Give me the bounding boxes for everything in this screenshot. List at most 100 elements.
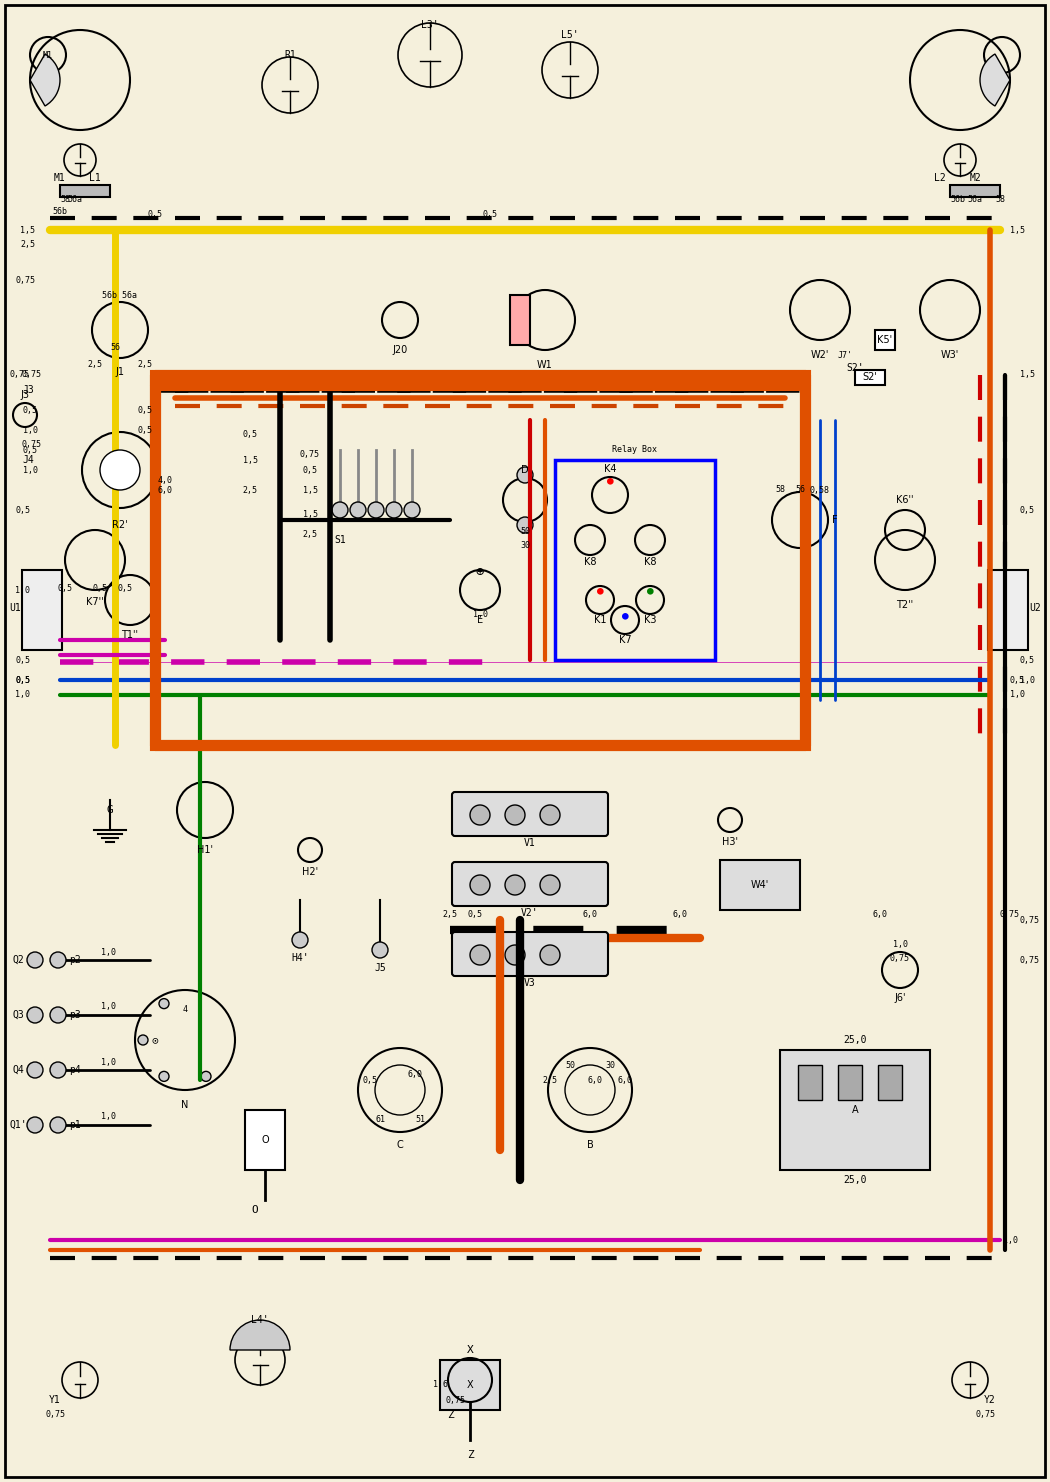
- Text: R1: R1: [285, 50, 296, 59]
- Text: p4: p4: [69, 1066, 81, 1074]
- Text: 0,5: 0,5: [1020, 505, 1035, 514]
- Text: 56a: 56a: [67, 196, 83, 205]
- Text: 61: 61: [375, 1116, 385, 1125]
- Circle shape: [159, 999, 169, 1009]
- Text: K1: K1: [593, 615, 606, 625]
- Text: 2,5: 2,5: [87, 360, 103, 369]
- Circle shape: [470, 946, 490, 965]
- Text: B: B: [587, 1140, 593, 1150]
- Text: 2,5: 2,5: [138, 360, 152, 369]
- Text: L5': L5': [561, 30, 579, 40]
- Circle shape: [517, 467, 533, 483]
- Text: 0,5: 0,5: [243, 430, 257, 440]
- FancyBboxPatch shape: [452, 791, 608, 836]
- Text: p1: p1: [69, 1120, 81, 1129]
- FancyBboxPatch shape: [452, 932, 608, 977]
- Text: 1,0: 1,0: [892, 941, 907, 950]
- Text: 1,0: 1,0: [1020, 676, 1035, 685]
- Text: E: E: [477, 615, 483, 625]
- Text: 6,0: 6,0: [672, 910, 688, 919]
- Text: 1,0: 1,0: [15, 691, 30, 700]
- Bar: [950, 185, 1000, 197]
- Text: 0,5: 0,5: [302, 465, 317, 474]
- Text: 0,5: 0,5: [362, 1076, 378, 1085]
- Text: 1,5: 1,5: [302, 486, 317, 495]
- Text: H4': H4': [291, 953, 309, 963]
- Circle shape: [350, 502, 366, 519]
- Text: 58: 58: [775, 486, 785, 495]
- Circle shape: [50, 1063, 66, 1077]
- Text: J6': J6': [895, 993, 906, 1003]
- Text: 1,5: 1,5: [1020, 370, 1035, 379]
- Text: 1,5: 1,5: [1010, 225, 1025, 234]
- Text: W3': W3': [941, 350, 959, 360]
- Text: L1: L1: [89, 173, 101, 182]
- Text: 0,5: 0,5: [118, 584, 132, 593]
- Text: X: X: [466, 1380, 474, 1390]
- Bar: [798, 1066, 822, 1100]
- Text: 25,0: 25,0: [843, 1175, 866, 1186]
- Bar: [22, 571, 62, 651]
- Text: 0,5: 0,5: [15, 505, 30, 514]
- Text: W1: W1: [538, 360, 553, 370]
- Text: L4': L4': [251, 1315, 269, 1325]
- Text: M1: M1: [55, 173, 66, 182]
- Text: 1,6: 1,6: [433, 1381, 447, 1390]
- Text: 2,5: 2,5: [243, 486, 257, 495]
- Circle shape: [201, 1071, 211, 1082]
- Circle shape: [27, 951, 43, 968]
- Text: C: C: [397, 1140, 403, 1150]
- Bar: [838, 1066, 862, 1100]
- Text: ⊕: ⊕: [476, 565, 484, 579]
- Text: O: O: [252, 1205, 258, 1215]
- Text: 0,5: 0,5: [467, 910, 483, 919]
- Text: 0,75: 0,75: [22, 370, 42, 379]
- Text: 6,0: 6,0: [873, 910, 887, 919]
- Text: Q2: Q2: [13, 954, 24, 965]
- Circle shape: [50, 1006, 66, 1023]
- Text: ●: ●: [607, 476, 613, 485]
- Text: K4: K4: [604, 464, 616, 474]
- Text: K8: K8: [644, 557, 656, 568]
- Text: 0,5: 0,5: [1010, 676, 1025, 685]
- Circle shape: [27, 1063, 43, 1077]
- Circle shape: [517, 517, 533, 534]
- Text: 0,75: 0,75: [15, 276, 35, 285]
- Text: K7'': K7'': [86, 597, 104, 608]
- Circle shape: [540, 946, 560, 965]
- Text: 56b: 56b: [950, 196, 965, 205]
- Text: Z: Z: [466, 1449, 474, 1460]
- Text: 0,75: 0,75: [22, 440, 42, 449]
- Bar: [440, 1360, 500, 1409]
- Text: 0,75: 0,75: [890, 953, 910, 962]
- Text: 1,0: 1,0: [22, 425, 38, 434]
- Bar: [720, 860, 800, 910]
- Circle shape: [540, 805, 560, 825]
- Wedge shape: [30, 53, 60, 107]
- Circle shape: [50, 1117, 66, 1134]
- Circle shape: [50, 951, 66, 968]
- Circle shape: [138, 1034, 148, 1045]
- Text: A: A: [852, 1106, 858, 1114]
- Bar: [60, 185, 110, 197]
- Text: 56a: 56a: [967, 196, 983, 205]
- Text: L2: L2: [934, 173, 946, 182]
- Text: J5: J5: [374, 963, 386, 974]
- Text: K8: K8: [584, 557, 596, 568]
- Text: 30: 30: [520, 541, 530, 550]
- Bar: [875, 330, 895, 350]
- Bar: [510, 295, 530, 345]
- Text: 1,5: 1,5: [243, 455, 257, 464]
- Text: 0,5: 0,5: [147, 210, 163, 219]
- Bar: [245, 1110, 285, 1169]
- Circle shape: [470, 874, 490, 895]
- Text: K3: K3: [644, 615, 656, 625]
- Text: 0,75: 0,75: [1020, 956, 1040, 965]
- Circle shape: [404, 502, 420, 519]
- Text: 1,0: 1,0: [101, 1113, 116, 1122]
- Text: 2,5: 2,5: [20, 240, 35, 249]
- Text: K6'': K6'': [897, 495, 914, 505]
- Text: O: O: [261, 1135, 269, 1146]
- Circle shape: [332, 502, 348, 519]
- Text: M2: M2: [969, 173, 981, 182]
